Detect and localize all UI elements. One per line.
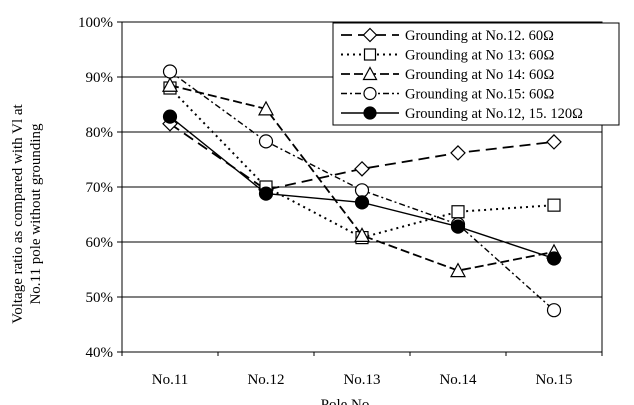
marker-circle (162, 64, 178, 79)
y-tick-label: 60% (86, 235, 114, 251)
legend-entry: Grounding at No.12, 15. 120Ω (341, 106, 583, 122)
marker-diamond (546, 134, 562, 150)
y-tick-label: 70% (86, 180, 114, 196)
y-tick-label: 80% (86, 125, 114, 141)
marker-triangle (362, 66, 378, 81)
series-line (169, 123, 555, 191)
y-axis-label-line-2: No.11 pole without grounding (28, 123, 44, 305)
y-axis-ticks: 40% 50% 60% 70% 80% 90% 100% (78, 15, 122, 361)
y-axis-label: Voltage ratio as compared with Vl at No.… (10, 103, 44, 323)
marker-diamond (450, 145, 466, 161)
series-5 (162, 109, 562, 266)
marker-filled-circle (354, 195, 370, 210)
marker-triangle (449, 262, 467, 278)
marker-filled-circle (258, 186, 274, 201)
marker-square (451, 205, 465, 219)
marker-triangle (257, 100, 275, 116)
marker-filled-circle (363, 106, 377, 120)
marker-triangle (353, 227, 371, 242)
legend-label: Grounding at No.12. 60Ω (405, 28, 554, 44)
marker-circle (258, 134, 274, 149)
x-tick-label: No.15 (535, 372, 572, 388)
legend-entry: Grounding at No.12. 60Ω (341, 27, 554, 44)
legend-label: Grounding at No.15: 60Ω (405, 87, 555, 103)
y-tick-label: 90% (86, 70, 114, 86)
x-axis-label: Pole No (321, 397, 370, 405)
marker-triangle (161, 76, 179, 92)
marker-circle (546, 303, 562, 318)
marker-diamond (362, 27, 378, 43)
legend-entry: Grounding at No 14: 60Ω (341, 66, 555, 83)
marker-diamond (354, 161, 370, 177)
marker-circle (354, 183, 370, 198)
x-tick-label: No.11 (152, 372, 189, 388)
x-tick-label: No.14 (439, 372, 477, 388)
series-line (169, 84, 555, 272)
legend: Grounding at No.12. 60Ω Grounding at No 1… (332, 22, 620, 126)
marker-filled-circle (450, 219, 466, 234)
y-axis-label-line-1: Voltage ratio as compared with Vl at (10, 103, 26, 323)
y-tick-label: 50% (86, 290, 114, 306)
legend-entry: Grounding at No.15: 60Ω (341, 87, 555, 103)
series-layer (161, 64, 563, 318)
legend-label: Grounding at No 13: 60Ω (405, 48, 555, 64)
x-tick-label: No.13 (343, 372, 380, 388)
y-tick-label: 100% (78, 15, 113, 31)
marker-square (363, 48, 377, 61)
legend-label: Grounding at No.12, 15. 120Ω (405, 106, 583, 122)
x-axis-ticks: No.11 No.12 No.13 No.14 No.15 (121, 352, 603, 388)
marker-circle (363, 86, 377, 101)
y-tick-label: 40% (86, 345, 114, 361)
marker-square (547, 198, 561, 212)
marker-filled-circle (162, 109, 178, 124)
x-tick-label: No.12 (247, 372, 284, 388)
marker-filled-circle (546, 251, 562, 266)
legend-label: Grounding at No 14: 60Ω (405, 67, 555, 83)
legend-entry: Grounding at No 13: 60Ω (341, 48, 555, 64)
